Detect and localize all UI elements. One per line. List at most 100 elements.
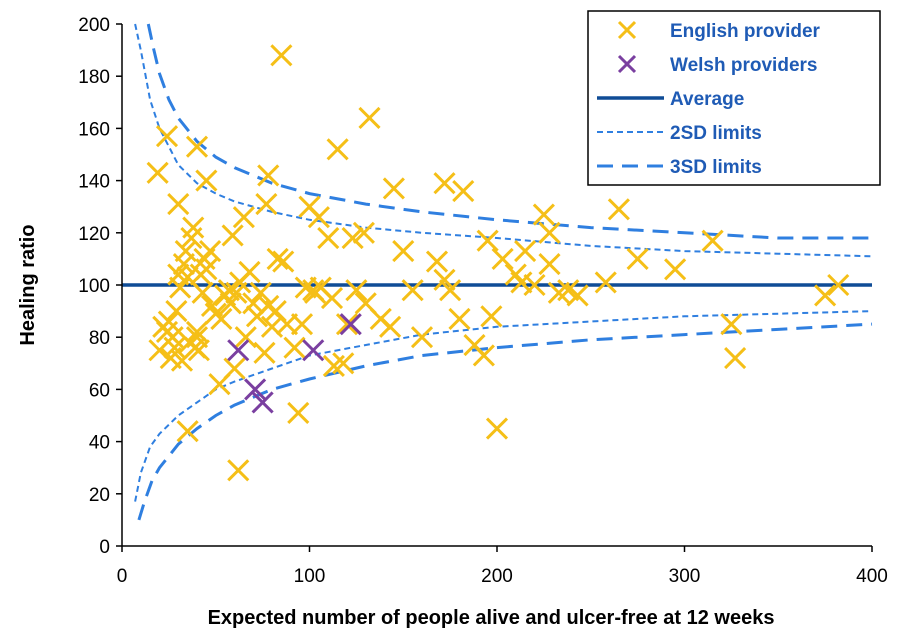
- english-provider-point: [195, 169, 218, 192]
- sd3-lower-line: [137, 322, 873, 521]
- english-provider-point: [433, 172, 456, 195]
- english-provider-point: [249, 281, 272, 304]
- y-tick-label: 100: [78, 276, 110, 297]
- english-provider-point: [433, 268, 456, 291]
- english-provider-point: [352, 221, 375, 244]
- english-provider-point: [272, 250, 295, 273]
- english-provider-point: [255, 193, 278, 216]
- english-provider-point: [814, 284, 837, 307]
- x-tick-label: 200: [481, 566, 513, 587]
- limit-lines: [134, 23, 873, 521]
- english-provider-point: [510, 271, 533, 294]
- english-provider-point: [607, 198, 630, 221]
- english-provider-point: [234, 326, 257, 349]
- english-provider-point: [382, 177, 405, 200]
- english-provider-point: [307, 206, 330, 229]
- english-provider-point: [332, 352, 355, 375]
- english-provider-point: [425, 250, 449, 273]
- english-provider-point: [155, 125, 179, 148]
- english-provider-point: [401, 279, 424, 302]
- english-provider-point: [163, 336, 186, 359]
- legend-label-english: English provider: [670, 21, 821, 42]
- english-provider-point: [257, 164, 280, 187]
- english-provider-point: [392, 240, 415, 263]
- english-provider-point: [538, 221, 561, 244]
- english-provider-point: [182, 216, 205, 239]
- y-tick-label: 120: [78, 224, 110, 245]
- sd2-upper-line: [134, 23, 873, 258]
- english-provider-point: [566, 284, 589, 307]
- english-provider-point: [317, 226, 340, 250]
- english-provider-point: [174, 240, 197, 263]
- english-provider-point: [485, 417, 509, 440]
- english-provider-point: [191, 281, 214, 304]
- english-provider-point: [701, 229, 724, 252]
- english-provider-point: [491, 247, 514, 270]
- axes: [116, 23, 873, 552]
- english-provider-point: [379, 315, 402, 338]
- english-provider-point: [238, 260, 261, 284]
- y-tick-label: 0: [99, 537, 110, 558]
- legend-label-2sd: 2SD limits: [670, 123, 762, 144]
- y-tick-label: 40: [89, 433, 110, 454]
- english-provider-point: [626, 247, 649, 270]
- english-provider-point: [538, 253, 561, 276]
- y-tick-label: 140: [78, 172, 110, 193]
- y-tick-label: 200: [78, 15, 110, 36]
- sd3-upper-line: [146, 23, 872, 240]
- welsh-provider-point: [227, 339, 250, 362]
- english-provider-point: [210, 307, 233, 330]
- english-provider-point: [480, 305, 503, 328]
- english-provider-point: [185, 320, 209, 344]
- tick-labels: 0 20 40 60 80 100 120 140 160 180 200 0 100 200 300 400: [78, 15, 888, 587]
- welsh-provider-point: [251, 391, 274, 414]
- legend-symbol-welsh: [617, 54, 637, 74]
- english-provider-point: [167, 193, 190, 216]
- english-provider-point: [290, 313, 314, 336]
- y-tick-label: 160: [78, 119, 110, 140]
- data-points: [146, 44, 850, 482]
- english-provider-point: [165, 300, 188, 323]
- x-tick-label: 300: [669, 566, 701, 587]
- english-provider-point: [720, 313, 743, 336]
- english-provider-point: [532, 203, 555, 226]
- legend-symbol-english: [617, 20, 637, 40]
- english-provider-point: [232, 206, 255, 229]
- english-provider-point: [594, 271, 617, 294]
- english-provider-point: [185, 135, 209, 158]
- english-provider-point: [223, 357, 246, 380]
- english-provider-point: [476, 229, 499, 252]
- english-provider-point: [358, 106, 381, 130]
- english-provider-point: [221, 224, 244, 247]
- english-provider-point: [523, 273, 546, 297]
- english-provider-point: [176, 420, 199, 443]
- x-tick-label: 100: [294, 566, 326, 587]
- english-provider-point: [266, 247, 289, 270]
- english-provider-point: [827, 273, 850, 297]
- english-provider-point: [287, 401, 310, 424]
- english-provider-point: [335, 313, 359, 336]
- english-provider-point: [169, 276, 192, 299]
- y-tick-label: 80: [89, 328, 110, 349]
- legend-symbols: [597, 20, 664, 168]
- welsh-provider-point: [244, 378, 267, 401]
- english-provider-point: [283, 336, 306, 359]
- legend-label-welsh: Welsh providers: [670, 55, 817, 76]
- english-provider-point: [448, 307, 471, 330]
- english-provider-point: [472, 344, 495, 367]
- legend-label-average: Average: [670, 89, 744, 110]
- english-provider-point: [341, 226, 364, 250]
- y-tick-label: 20: [89, 485, 110, 506]
- english-provider-point: [227, 459, 250, 482]
- english-provider-point: [320, 286, 344, 310]
- english-provider-point: [253, 341, 276, 364]
- y-axis-title: Healing ratio: [17, 224, 39, 345]
- english-provider-point: [410, 326, 434, 349]
- welsh-provider-point: [302, 339, 325, 362]
- legend: English provider Welsh providers Average…: [587, 10, 881, 186]
- english-provider-point: [514, 240, 537, 263]
- y-tick-label: 180: [78, 67, 110, 88]
- english-provider-point: [664, 258, 687, 281]
- english-provider-point: [187, 339, 210, 362]
